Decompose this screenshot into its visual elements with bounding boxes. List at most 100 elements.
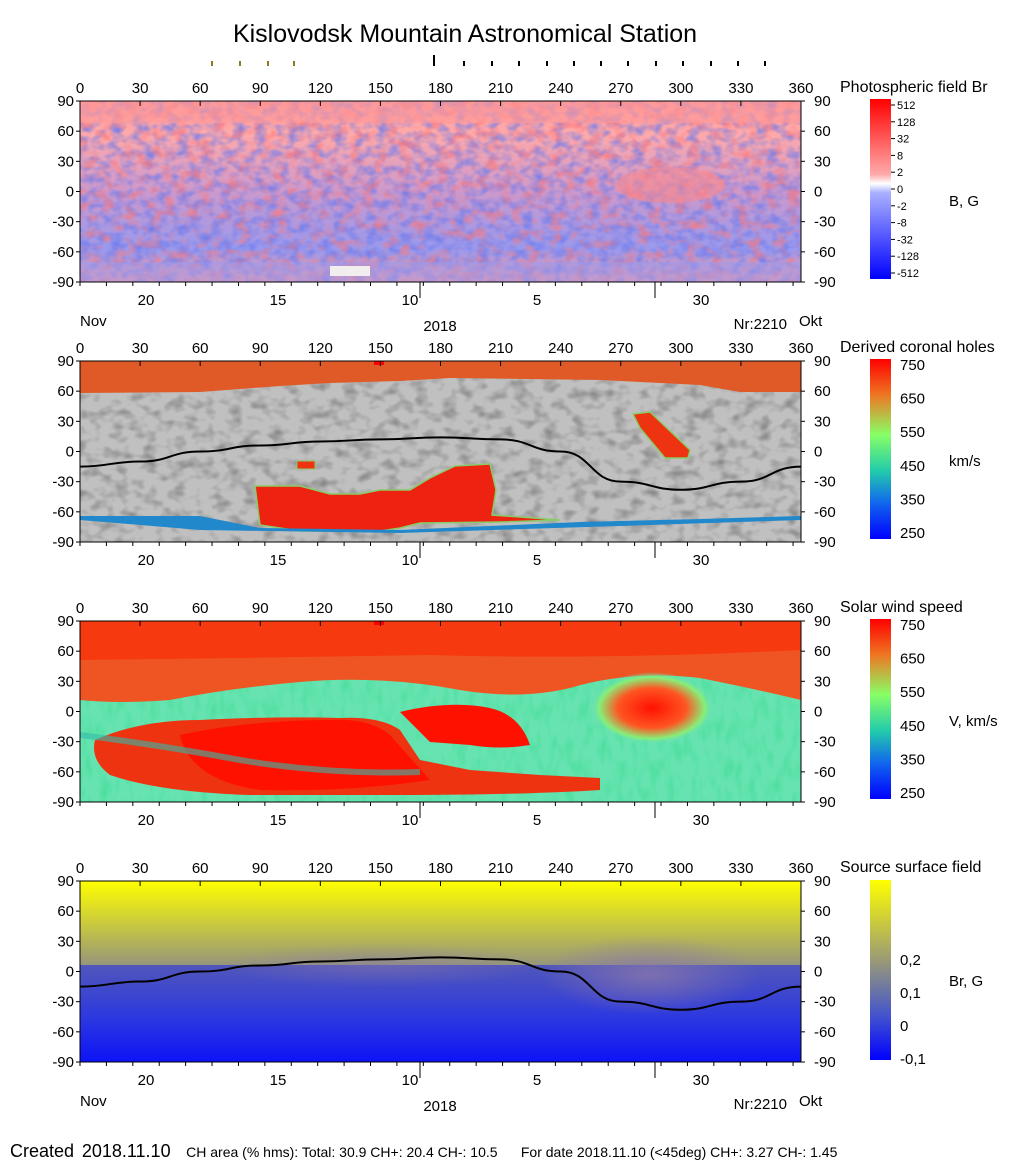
date-tick-label: 30 [693,812,710,829]
y-tick-label-right: 90 [814,873,831,890]
x-tick-label: 270 [608,860,633,877]
colorbar-unit-label: V, km/s [949,713,998,730]
colorbar-tick-label: 750 [900,617,925,634]
y-tick-label-left: 60 [57,383,74,400]
for-date-text: For date 2018.11.10 (<45deg) CH+: 3.27 C… [520,1144,838,1160]
footer: Created 2018.11.10 CH area (% hms): Tota… [10,1141,837,1162]
panel-title: Solar wind speed [840,599,963,616]
x-tick-label: 300 [668,340,693,357]
colorbar [870,359,891,539]
y-tick-label-left: 30 [57,673,74,690]
x-tick-label: 300 [668,600,693,617]
x-tick-label: 0 [76,340,84,357]
y-tick-label-left: -60 [52,764,74,781]
x-tick-label: 240 [548,860,573,877]
date-tick-label: 10 [402,812,419,829]
colorbar-tick-label: 250 [900,525,925,542]
x-tick-label: 270 [608,80,633,97]
date-tick-label: 30 [693,552,710,569]
rotation-label: Nr:2210 [734,1096,787,1113]
y-tick-label-left: 30 [57,413,74,430]
colorbar-tick-label: -512 [897,268,919,280]
date-tick-label: 15 [270,1072,287,1089]
y-tick-label-left: -60 [52,504,74,521]
x-tick-label: 150 [368,860,393,877]
colorbar-tick-label: 0,1 [900,985,921,1002]
y-tick-label-left: 0 [66,444,74,461]
y-tick-label-right: -60 [814,504,836,521]
colorbar-tick-label: 0 [900,1018,908,1035]
x-tick-label: 60 [192,600,209,617]
y-tick-label-left: -90 [52,1054,74,1071]
x-tick-label: 0 [76,80,84,97]
x-tick-label: 270 [608,600,633,617]
x-tick-label: 240 [548,80,573,97]
created-date: 2018.11.10 [81,1141,171,1161]
right-month-label: Okt [799,313,823,330]
colorbar-tick-label: 450 [900,458,925,475]
x-tick-label: 210 [488,860,513,877]
y-tick-label-left: 60 [57,903,74,920]
y-tick-label-left: -30 [52,994,74,1011]
y-tick-label-left: -30 [52,734,74,751]
colorbar-tick-label: 8 [897,150,903,162]
x-tick-label: 120 [308,80,333,97]
x-tick-label: 30 [132,80,149,97]
y-tick-label-left: 90 [57,93,74,110]
y-tick-label-left: 60 [57,123,74,140]
colorbar-tick-label: 350 [900,491,925,508]
date-tick-label: 15 [270,812,287,829]
date-tick-label: 20 [138,1072,155,1089]
x-tick-label: 90 [252,600,269,617]
x-tick-label: 300 [668,80,693,97]
x-tick-label: 330 [728,860,753,877]
x-tick-label: 0 [76,600,84,617]
y-tick-label-right: -90 [814,534,836,551]
colorbar-tick-label: 350 [900,751,925,768]
x-tick-label: 60 [192,80,209,97]
y-tick-label-right: -60 [814,244,836,261]
y-tick-label-right: -60 [814,1024,836,1041]
solar-wind-map [80,621,801,802]
y-tick-label-right: 90 [814,613,831,630]
colorbar [870,99,891,279]
panel-title: Photospheric field Br [840,79,988,96]
x-tick-label: 90 [252,80,269,97]
x-tick-label: 90 [252,860,269,877]
y-tick-label-left: 0 [66,704,74,721]
date-tick-label: 15 [270,552,287,569]
page-title: Kislovodsk Mountain Astronomical Station [232,20,698,48]
y-tick-label-left: 30 [57,153,74,170]
colorbar-tick-label: 650 [900,391,925,408]
y-tick-label-left: -30 [52,214,74,231]
y-tick-label-left: -30 [52,474,74,491]
date-tick-label: 10 [402,1072,419,1089]
colorbar-tick-label: 450 [900,718,925,735]
colorbar-tick-label: 2 [897,167,903,179]
x-tick-label: 180 [428,340,453,357]
x-tick-label: 30 [132,600,149,617]
y-tick-label-right: 90 [814,93,831,110]
x-tick-label: 210 [488,80,513,97]
y-tick-label-left: 30 [57,933,74,950]
x-tick-label: 330 [728,600,753,617]
x-tick-label: 210 [488,600,513,617]
x-tick-label: 210 [488,340,513,357]
x-tick-label: 180 [428,860,453,877]
y-tick-label-right: 30 [814,673,831,690]
colorbar-tick-label: 650 [900,651,925,668]
y-tick-label-right: 60 [814,643,831,660]
date-tick-label: 20 [138,292,155,309]
x-tick-label: 0 [76,860,84,877]
colorbar-tick-label: 550 [900,424,925,441]
y-tick-label-left: -60 [52,1024,74,1041]
colorbar-tick-label: -8 [897,218,907,230]
right-month-label: Okt [799,1093,823,1110]
left-month-label: Nov [80,1093,107,1110]
y-tick-label-right: 0 [814,184,822,201]
x-tick-label: 360 [788,860,813,877]
colorbar [870,619,891,799]
neutral-line [79,436,802,491]
x-tick-label: 240 [548,600,573,617]
date-tick-label: 30 [693,292,710,309]
